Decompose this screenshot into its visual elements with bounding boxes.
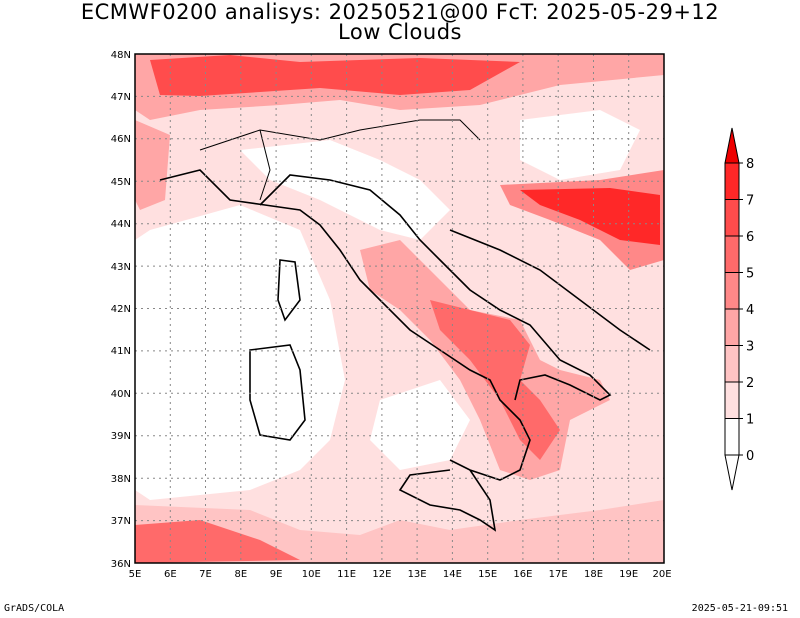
lon-label: 15E bbox=[478, 569, 497, 580]
lon-label: 10E bbox=[302, 569, 321, 580]
lon-label: 16E bbox=[513, 569, 532, 580]
colorbar-segment bbox=[724, 418, 740, 456]
italy-west-coast bbox=[159, 169, 531, 481]
lon-label: 7E bbox=[199, 569, 212, 580]
latitude-axis: 48N 47N 46N 45N 44N 43N 42N 41N 40N 39N … bbox=[111, 50, 131, 570]
lat-label: 44N bbox=[111, 219, 131, 230]
lat-label: 48N bbox=[111, 50, 131, 61]
colorbar-high-arrow bbox=[724, 127, 740, 164]
lon-label: 18E bbox=[584, 569, 603, 580]
colorbar-segment bbox=[724, 381, 740, 419]
borders bbox=[199, 119, 481, 201]
colorbar-segment bbox=[724, 199, 740, 237]
colorbar-segment bbox=[724, 308, 740, 346]
lat-label: 36N bbox=[111, 559, 131, 570]
clear-tyrrhenian bbox=[135, 205, 345, 500]
lon-label: 5E bbox=[129, 569, 142, 580]
lon-label: 9E bbox=[270, 569, 283, 580]
lat-label: 46N bbox=[111, 134, 131, 145]
clear-balkan bbox=[520, 110, 640, 180]
coastlines bbox=[159, 169, 651, 532]
footer-timestamp: 2025-05-21-09:51 bbox=[691, 603, 788, 614]
sicily-coast bbox=[398, 469, 497, 532]
lat-label: 47N bbox=[111, 92, 131, 103]
lon-label: 13E bbox=[408, 569, 427, 580]
southwest-core bbox=[135, 520, 300, 563]
colorbar-label: 8 bbox=[746, 157, 754, 172]
colorbar-segment bbox=[724, 162, 740, 200]
corsica-coast bbox=[277, 259, 301, 322]
colorbar-label: 7 bbox=[746, 194, 754, 209]
colorbar-label: 6 bbox=[746, 230, 754, 245]
lon-label: 20E bbox=[652, 569, 671, 580]
adriatic-core bbox=[520, 188, 660, 245]
balkan-coast bbox=[449, 229, 651, 351]
lon-label: 19E bbox=[619, 569, 638, 580]
lon-label: 17E bbox=[549, 569, 568, 580]
clear-po-valley bbox=[240, 140, 450, 240]
italy-east-coast bbox=[259, 174, 612, 401]
map-frame bbox=[134, 53, 665, 564]
lat-label: 38N bbox=[111, 474, 131, 485]
colorbar-segment bbox=[724, 272, 740, 310]
longitude-axis: 5E 6E 7E 8E 9E 10E 11E 12E 13E 14E 15E 1… bbox=[129, 569, 672, 580]
lat-label: 45N bbox=[111, 177, 131, 188]
colorbar-label: 3 bbox=[746, 340, 754, 355]
lon-label: 12E bbox=[372, 569, 391, 580]
colorbar-segment bbox=[724, 235, 740, 273]
colorbar-label: 1 bbox=[746, 413, 754, 428]
west-band bbox=[135, 120, 170, 210]
lat-label: 41N bbox=[111, 346, 131, 357]
lat-label: 40N bbox=[111, 389, 131, 400]
lat-label: 42N bbox=[111, 304, 131, 315]
colorbar-label: 0 bbox=[746, 449, 754, 464]
lon-label: 6E bbox=[164, 569, 177, 580]
apennine-core bbox=[430, 300, 560, 460]
colorbar-low-arrow bbox=[724, 454, 740, 491]
clear-south bbox=[370, 380, 470, 470]
colorbar-label: 2 bbox=[746, 376, 754, 391]
lat-label: 43N bbox=[111, 262, 131, 273]
lon-label: 14E bbox=[443, 569, 462, 580]
lon-label: 11E bbox=[337, 569, 356, 580]
map-subtitle: Low Clouds bbox=[338, 20, 462, 44]
italy-france-border bbox=[259, 129, 271, 201]
footer-credit: GrADS/COLA bbox=[4, 603, 65, 614]
alps-core bbox=[150, 55, 520, 96]
colorbar-label: 4 bbox=[746, 303, 754, 318]
colorbar-label: 5 bbox=[746, 267, 754, 282]
lat-label: 37N bbox=[111, 516, 131, 527]
lon-label: 8E bbox=[234, 569, 247, 580]
graticule bbox=[135, 54, 664, 563]
sardinia-coast bbox=[249, 344, 306, 441]
colorbar-segment bbox=[724, 345, 740, 383]
colorbar: 0 1 2 3 4 5 6 7 8 bbox=[724, 127, 754, 491]
lat-label: 39N bbox=[111, 431, 131, 442]
map-title: ECMWF0200 analisys: 20250521@00 FcT: 202… bbox=[80, 0, 720, 24]
